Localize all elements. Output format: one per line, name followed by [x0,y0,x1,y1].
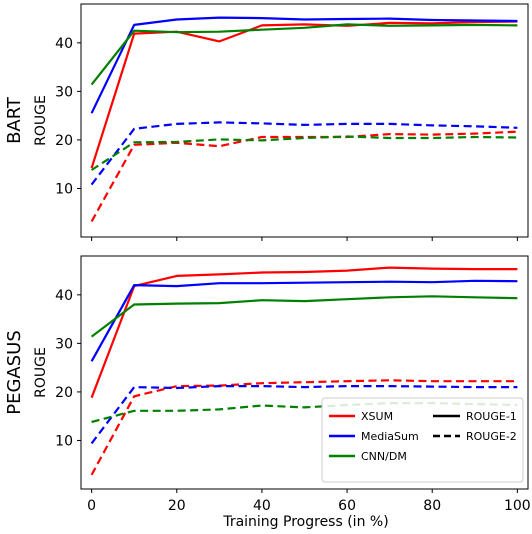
y-tick-label: 10 [55,181,73,197]
y-tick-label: 40 [55,288,73,304]
legend-label-mediasum: MediaSum [361,430,419,443]
row-label: PEGASUS [4,330,25,415]
panel-pegasus: 10 20 30 40 0 20 40 60 80 100 ROUGE PEGASUS [4,255,531,514]
legend-label-xsum: XSUM [361,410,393,423]
y-tick-label: 30 [55,336,73,352]
plot-frame [80,3,529,238]
y-tick-label: 20 [55,133,73,149]
x-tick-label: 100 [504,498,531,514]
panel-bart: 10 20 30 40 ROUGE BART [4,3,529,241]
y-axis-label: ROUGE [33,95,49,146]
x-axis-label: Training Progress (in %) [222,514,388,530]
x-tick-label: 20 [168,498,186,514]
series-cnn-dm-rouge-1 [90,23,518,86]
series-mediasum-rouge-1 [90,16,518,114]
x-tick-label: 80 [423,498,441,514]
y-tick-label: 20 [55,385,73,401]
x-tick-label: 0 [87,498,96,514]
legend-label-rouge-1: ROUGE-1 [466,410,517,423]
series-mediasum-rouge-2 [90,121,518,186]
y-tick-label: 40 [55,36,73,52]
y-tick-label: 30 [55,84,73,100]
y-tick-label: 10 [55,433,73,449]
series-mediasum-rouge-1 [90,279,518,362]
series-xsum-rouge-2 [90,379,518,476]
legend-label-rouge-2: ROUGE-2 [466,430,517,443]
series-xsum-rouge-1 [90,266,518,399]
x-tick-label: 40 [253,498,271,514]
y-axis-label: ROUGE [33,347,49,398]
legend: XSUM MediaSum CNN/DM ROUGE-1 ROUGE-2 [321,397,524,483]
panels: 10 20 30 40 ROUGE BART 10 20 30 40 0 20 40 60 80 100 ROU… [4,3,531,514]
series-mediasum-rouge-2 [90,385,518,445]
row-label: BART [4,96,25,144]
plot-frame [80,255,529,490]
legend-label-cnn-dm: CNN/DM [361,450,407,463]
series-cnn-dm-rouge-1 [90,295,518,338]
legend-box [321,397,524,483]
series-cnn-dm-rouge-2 [91,135,518,171]
x-tick-label: 60 [338,498,356,514]
series-xsum-rouge-2 [90,130,518,223]
